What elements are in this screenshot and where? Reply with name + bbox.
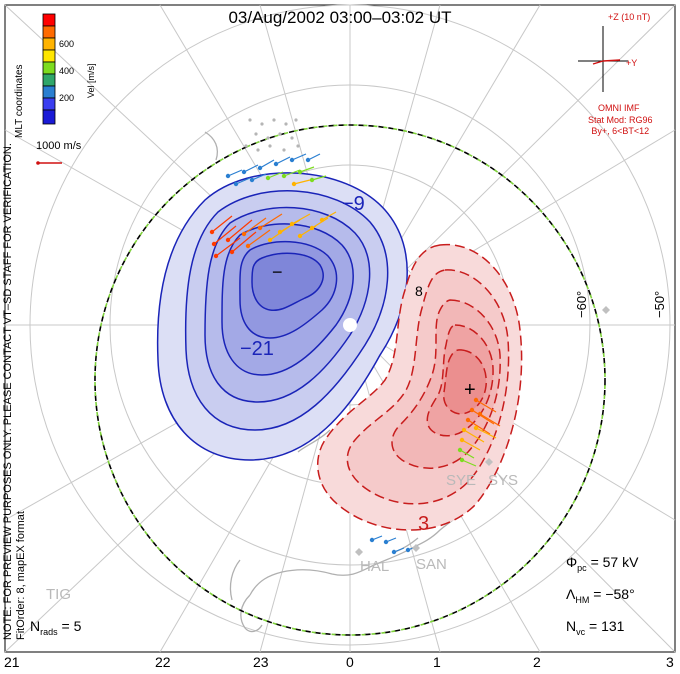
radar-label-sye: SYE (446, 472, 477, 489)
contour-label-neg21: −21 (240, 338, 274, 360)
stat-lambda-hm: ΛHM = −58° (566, 586, 635, 605)
stat-lambda-hm-sub: HM (575, 594, 590, 605)
stat-n-rads: Nrads = 5 (30, 618, 81, 637)
map-title: 03/Aug/2002 03:00–03:02 UT (228, 8, 452, 27)
stat-phi-pc-value: = 57 kV (586, 554, 639, 570)
radar-label-hal: HAL (360, 558, 390, 575)
stat-phi-pc-sub: pc (577, 562, 587, 573)
latitude-label-50: −50° (652, 290, 667, 318)
colorbar-unit-label: Vel [m/s] (86, 63, 96, 98)
mlt-label-22: 22 (155, 654, 171, 670)
imf-vector (592, 59, 621, 65)
velocity-vectors-dayside (225, 153, 327, 187)
stat-n-vc-sub: vc (576, 626, 586, 637)
hmb-boundary-base (94, 124, 606, 636)
mlt-coordinates-label: MLT coordinates (14, 64, 25, 138)
potential-min-marker: − (272, 262, 283, 282)
stat-lambda-hm-symbol: Λ (566, 586, 576, 602)
velocity-vectors-dawn (457, 397, 501, 467)
radar-label-sys: SYS (488, 472, 519, 489)
positive-potential-cell (317, 243, 523, 531)
contour-label-pos3: 3 (418, 513, 429, 535)
mlt-label-3: 3 (666, 654, 674, 670)
stat-phi-pc: Φpc = 57 kV (566, 554, 638, 573)
mlt-label-2: 2 (533, 654, 541, 670)
stat-model-line2: By+, 6<BT<12 (591, 126, 650, 136)
fit-order-note: FitOrder: 8, mapEX format (15, 511, 27, 640)
imf-y-label: +Y (626, 58, 638, 68)
velocity-vectors-dusk (209, 211, 337, 259)
imf-source-label: OMNI IMF (598, 103, 640, 113)
stat-model-label: Stat Mod: RG96 By+, 6<BT<12 (588, 115, 653, 137)
empty-cells (244, 118, 300, 152)
stat-n-vc: Nvc = 131 (566, 618, 624, 637)
colorbar-tick-400: 400 (59, 66, 74, 76)
preview-note: NOTE: FOR PREVIEW PURPOSES ONLY. PLEASE … (2, 143, 14, 640)
stat-phi-pc-symbol: Φ (566, 554, 578, 570)
mlt-label-1: 1 (433, 654, 441, 670)
mlt-label-0: 0 (346, 654, 354, 670)
stat-n-rads-sub: rads (40, 626, 58, 637)
contour-label-neg9: −9 (342, 193, 365, 215)
vector-scale-label: 1000 m/s (36, 140, 82, 152)
stat-n-rads-value: = 5 (57, 618, 82, 634)
colorbar-tick-200: 200 (59, 93, 74, 103)
stat-n-vc-value: = 131 (585, 618, 625, 634)
velocity-colorbar (42, 13, 56, 125)
colorbar-tick-600: 600 (59, 39, 74, 49)
contour-label-fragment: 8 (415, 283, 423, 299)
stat-n-rads-symbol: N (30, 618, 41, 634)
radar-label-tig: TIG (46, 586, 71, 603)
imf-z-label: +Z (10 nT) (608, 12, 651, 22)
stat-lambda-hm-value: = −58° (589, 586, 635, 602)
potential-max-marker: + (464, 379, 476, 401)
vector-scale-dot (36, 161, 40, 165)
radar-label-san: SAN (416, 556, 447, 573)
latitude-label-60: −60° (574, 290, 589, 318)
stat-model-line1: Stat Mod: RG96 (588, 115, 653, 125)
negative-potential-cell (156, 172, 408, 461)
mlt-label-23: 23 (253, 654, 269, 670)
mlt-label-21: 21 (4, 654, 20, 670)
stat-n-vc-symbol: N (566, 618, 577, 634)
magnetic-pole-marker (343, 318, 357, 332)
radar-sites (355, 306, 610, 556)
